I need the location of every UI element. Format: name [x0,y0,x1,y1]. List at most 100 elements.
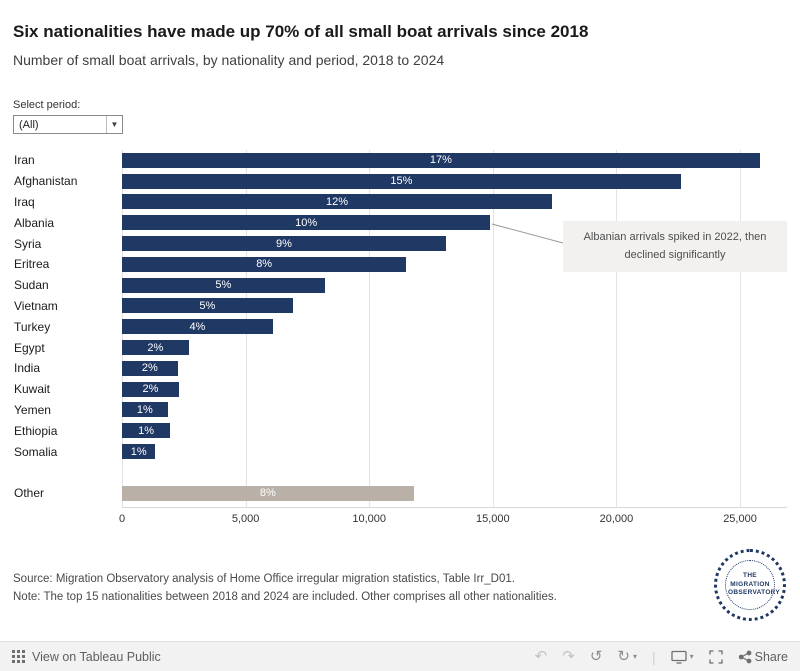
fullscreen-icon[interactable] [708,649,723,664]
bar-row: Vietnam 5% [13,296,787,317]
toolbar-divider: | [651,648,656,665]
category-label: Somalia [14,444,58,459]
bar-eritrea[interactable]: 8% [122,256,407,272]
bar-row: Yemen 1% [13,400,787,421]
bar-india[interactable]: 2% [122,360,178,376]
period-filter-label: Select period: [13,99,81,111]
refresh-icon[interactable]: ↻ [617,648,630,665]
bar-row: Iran 17% [13,150,787,171]
chart-rows: Iran 17% Afghanistan 15% Iraq 12% Albania 10% Sy… [13,150,787,504]
logo-text: THE MIGRATION OBSERVATORY [728,571,781,597]
view-on-tableau-label: View on Tableau Public [32,649,161,664]
bar-row: Other 8% [13,483,787,504]
bar-track: 1% [122,444,787,460]
bar-row: Ethiopia 1% [13,420,787,441]
bar-egypt[interactable]: 2% [122,340,189,356]
bar-albania[interactable]: 10% [122,215,491,231]
refresh-menu[interactable]: ↻ ▾ [617,649,637,664]
bar-value-label: 8% [259,487,276,500]
x-tick-label: 15,000 [475,513,510,525]
category-label: Kuwait [14,382,51,397]
bar-track: 12% [122,194,787,210]
bar-row: India 2% [13,358,787,379]
share-button[interactable]: Share [738,650,788,664]
category-label: India [14,361,41,376]
share-label: Share [754,649,788,664]
gridline [740,150,742,507]
tableau-toolbar: View on Tableau Public ↶ ↷ ↺ ↻ ▾ | ▾ [0,641,800,671]
x-tick-label: 5,000 [231,513,260,525]
bar-kuwait[interactable]: 2% [122,381,179,397]
bar-other[interactable]: 8% [122,485,414,501]
bar-track: 8% [122,256,787,272]
x-tick-label: 0 [118,513,126,525]
gridline [492,150,494,507]
category-label: Other [14,486,45,501]
chevron-down-icon[interactable]: ▼ [106,116,122,133]
toolbar-actions: ↶ ↷ ↺ ↻ ▾ | ▾ [535,649,788,665]
x-axis: 0 5,000 10,000 15,000 20,000 25,000 [118,513,787,529]
category-label: Albania [14,215,55,230]
bar-row: Eritrea 8% [13,254,787,275]
bar-value-label: 1% [130,445,147,458]
bar-ethiopia[interactable]: 1% [122,423,171,439]
bar-row: Sudan 5% [13,275,787,296]
view-on-tableau-link[interactable]: View on Tableau Public [12,650,161,664]
bar-iraq[interactable]: 12% [122,194,553,210]
bar-yemen[interactable]: 1% [122,402,168,418]
bar-row: Syria 9% [13,233,787,254]
bar-row: Somalia 1% [13,441,787,462]
bar-track: 8% [122,485,787,501]
bar-syria[interactable]: 9% [122,236,446,252]
bar-value-label: 1% [138,424,155,437]
bar-value-label: 8% [256,258,273,271]
bar-value-label: 15% [390,175,413,188]
bar-track: 1% [122,402,787,418]
bar-iran[interactable]: 17% [122,152,760,168]
category-label: Egypt [14,340,45,355]
migration-observatory-logo: THE MIGRATION OBSERVATORY [714,549,786,621]
reset-icon[interactable]: ↺ [589,648,603,665]
chevron-down-icon[interactable]: ▾ [689,652,694,661]
bar-track: 1% [122,423,787,439]
period-select[interactable]: (All) ▼ [13,115,123,134]
category-label: Turkey [14,319,51,334]
bar-track: 2% [122,381,787,397]
bar-row: Turkey 4% [13,316,787,337]
bar-track: 4% [122,319,787,335]
page-title: Six nationalities have made up 70% of al… [13,22,589,41]
row-spacer [13,462,787,483]
chevron-down-icon[interactable]: ▾ [632,652,637,661]
category-label: Ethiopia [14,423,58,438]
source-note: Source: Migration Observatory analysis o… [13,573,515,585]
gridline [616,150,618,507]
footnotes: Source: Migration Observatory analysis o… [13,570,703,607]
category-label: Yemen [14,402,51,417]
undo-icon[interactable]: ↶ [534,648,548,665]
bar-afghanistan[interactable]: 15% [122,173,681,189]
bar-somalia[interactable]: 1% [122,444,156,460]
bar-turkey[interactable]: 4% [122,319,273,335]
x-tick-label: 25,000 [723,513,757,525]
bar-value-label: 9% [275,237,292,250]
bar-track: 5% [122,298,787,314]
bar-value-label: 10% [295,216,318,229]
category-label: Afghanistan [14,174,78,189]
page-subtitle: Number of small boat arrivals, by nation… [13,52,445,68]
bar-value-label: 2% [142,383,159,396]
device-layout-menu[interactable]: ▾ [670,650,694,664]
x-tick-label: 10,000 [352,513,387,525]
bar-row: Afghanistan 15% [13,171,787,192]
bar-track: 5% [122,277,787,293]
bar-track: 2% [122,340,787,356]
bar-chart: Iran 17% Afghanistan 15% Iraq 12% Albania 10% Sy… [13,150,787,530]
category-label: Syria [14,236,42,251]
redo-icon[interactable]: ↷ [562,648,575,665]
bar-track: 17% [122,152,787,168]
bar-value-label: 17% [429,154,452,167]
bar-sudan[interactable]: 5% [122,277,325,293]
bar-row: Iraq 12% [13,192,787,213]
albania-annotation: Albanian arrivals spiked in 2022, then d… [563,221,787,273]
bar-vietnam[interactable]: 5% [122,298,293,314]
